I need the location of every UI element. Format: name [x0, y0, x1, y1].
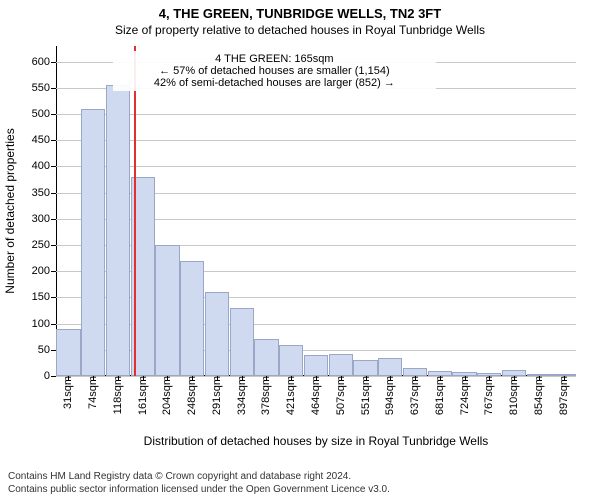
histogram-bar: [329, 354, 353, 376]
xtick-label: 464sqm: [310, 376, 322, 415]
xtick-label: 31sqm: [62, 376, 74, 409]
annotation-line: ← 57% of detached houses are smaller (1,…: [119, 65, 429, 77]
y-axis-label: Number of detached properties: [3, 128, 17, 293]
xtick-label: 767sqm: [483, 376, 495, 415]
histogram-bar: [378, 358, 402, 376]
histogram-bar: [106, 85, 130, 376]
xtick-label: 897sqm: [558, 376, 570, 415]
histogram-bar: [279, 345, 303, 376]
annotation-line: 42% of semi-detached houses are larger (…: [119, 77, 429, 89]
footer-line2: Contains public sector information licen…: [8, 484, 592, 497]
xtick-label: 161sqm: [137, 376, 149, 415]
ytick-mark: [51, 219, 56, 220]
xtick-label: 637sqm: [409, 376, 421, 415]
chart-title: 4, THE GREEN, TUNBRIDGE WELLS, TN2 3FT: [0, 0, 600, 21]
property-marker-line: [134, 46, 136, 376]
xtick-label: 204sqm: [161, 376, 173, 415]
xtick-label: 118sqm: [112, 376, 124, 414]
xtick-label: 421sqm: [285, 376, 297, 415]
ytick-mark: [51, 297, 56, 298]
xtick-label: 334sqm: [236, 376, 248, 415]
xtick-label: 681sqm: [434, 376, 446, 415]
xtick-label: 724sqm: [459, 376, 471, 415]
chart-container: 4, THE GREEN, TUNBRIDGE WELLS, TN2 3FT S…: [0, 0, 600, 500]
xtick-label: 74sqm: [87, 376, 99, 409]
annotation-box: 4 THE GREEN: 165sqm← 57% of detached hou…: [113, 51, 435, 91]
histogram-bar: [353, 360, 377, 376]
ytick-mark: [51, 271, 56, 272]
ytick-mark: [51, 62, 56, 63]
histogram-bar: [304, 355, 328, 376]
histogram-bar: [81, 109, 105, 376]
footer: Contains HM Land Registry data © Crown c…: [8, 471, 592, 496]
histogram-bar: [155, 245, 179, 376]
ytick-mark: [51, 324, 56, 325]
x-axis-label: Distribution of detached houses by size …: [144, 434, 489, 448]
ytick-mark: [51, 140, 56, 141]
plot-area: 05010015020025030035040045050055060031sq…: [56, 46, 576, 376]
ytick-mark: [51, 166, 56, 167]
chart-subtitle: Size of property relative to detached ho…: [0, 21, 600, 37]
histogram-bar: [254, 339, 278, 376]
ytick-mark: [51, 245, 56, 246]
histogram-bar: [56, 329, 80, 376]
xtick-label: 854sqm: [533, 376, 545, 415]
histogram-bar: [205, 292, 229, 376]
ytick-mark: [51, 193, 56, 194]
xtick-label: 378sqm: [260, 376, 272, 415]
xtick-label: 810sqm: [508, 376, 520, 415]
ytick-mark: [51, 114, 56, 115]
xtick-label: 594sqm: [384, 376, 396, 415]
ytick-mark: [51, 376, 56, 377]
ytick-mark: [51, 88, 56, 89]
annotation-line: 4 THE GREEN: 165sqm: [119, 53, 429, 65]
xtick-label: 507sqm: [335, 376, 347, 415]
xtick-label: 551sqm: [360, 376, 372, 415]
xtick-label: 248sqm: [186, 376, 198, 415]
histogram-bar: [180, 261, 204, 376]
histogram-bar: [403, 368, 427, 376]
xtick-label: 291sqm: [211, 376, 223, 415]
histogram-bar: [230, 308, 254, 376]
footer-line1: Contains HM Land Registry data © Crown c…: [8, 471, 592, 484]
